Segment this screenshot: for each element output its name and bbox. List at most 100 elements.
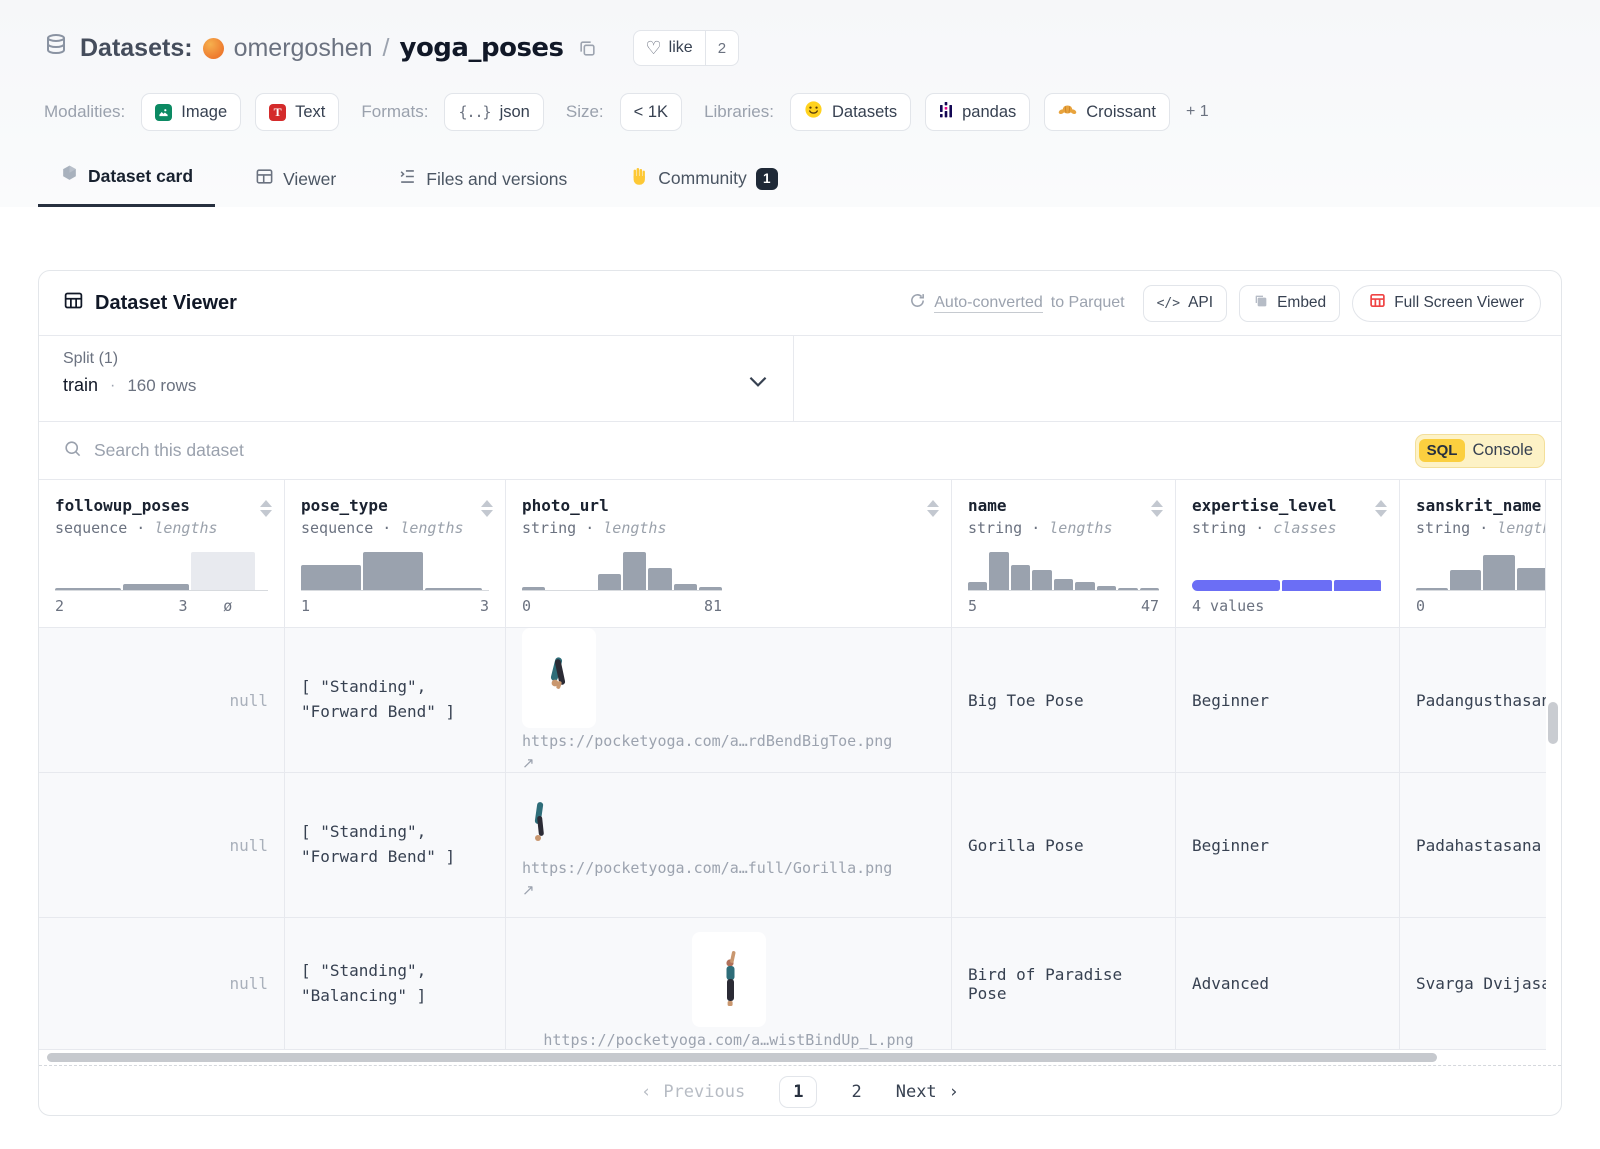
library-pandas-tag[interactable]: pandas xyxy=(925,93,1031,131)
refresh-icon xyxy=(909,292,926,314)
cell-expertise[interactable]: Advanced xyxy=(1176,918,1400,1050)
pose-thumbnail[interactable] xyxy=(522,791,558,855)
like-label: like xyxy=(668,39,693,56)
horizontal-scrollbar-thumb[interactable] xyxy=(47,1053,1437,1062)
cell-photo[interactable]: https://pocketyoga.com/a…full/Gorilla.pn… xyxy=(506,773,952,918)
sort-icon[interactable] xyxy=(481,500,493,517)
cell-followup[interactable]: null xyxy=(39,773,285,918)
api-button[interactable]: </> API xyxy=(1142,284,1228,322)
modality-text-tag[interactable]: T Text xyxy=(255,93,340,131)
cell-expertise[interactable]: Beginner xyxy=(1176,628,1400,773)
sort-icon[interactable] xyxy=(1375,500,1387,517)
table-icon xyxy=(63,290,84,317)
viewer-actions: Auto-converted to Parquet </> API Embed … xyxy=(909,284,1541,322)
like-count[interactable]: 2 xyxy=(704,31,738,65)
tab-viewer-label: Viewer xyxy=(283,168,337,189)
api-button-label: API xyxy=(1188,294,1214,311)
tab-community-label: Community xyxy=(658,168,747,188)
embed-button[interactable]: Embed xyxy=(1239,284,1341,322)
fullscreen-viewer-button[interactable]: Full Screen Viewer xyxy=(1352,284,1541,322)
library-croissant-tag[interactable]: Croissant xyxy=(1044,93,1170,131)
sort-icon[interactable] xyxy=(260,500,272,517)
text-icon: T xyxy=(269,103,287,121)
pose-thumbnail[interactable] xyxy=(691,932,766,1027)
next-label: Next xyxy=(895,1081,937,1102)
page-2-button[interactable]: 2 xyxy=(851,1081,862,1102)
embed-button-label: Embed xyxy=(1277,294,1327,311)
breadcrumb-label: Datasets: xyxy=(80,33,193,62)
modality-image-tag[interactable]: Image xyxy=(141,93,242,131)
database-icon xyxy=(44,33,68,64)
column-header-sanskrit-name[interactable]: sanskrit_name string · lengths 0 xyxy=(1400,480,1546,628)
photo-url-link[interactable]: https://pocketyoga.com/a…rdBendBigToe.pn… xyxy=(522,732,893,750)
chevron-left-icon: ‹ xyxy=(641,1081,652,1102)
horizontal-scrollbar-track[interactable] xyxy=(39,1050,1561,1066)
dataset-name[interactable]: yoga_poses xyxy=(399,33,565,63)
community-count-badge: 1 xyxy=(755,167,778,190)
next-page-button[interactable]: Next › xyxy=(896,1082,959,1102)
format-json-tag[interactable]: {..} json xyxy=(444,93,544,131)
fullscreen-table-icon xyxy=(1369,292,1386,314)
column-name: name xyxy=(968,496,1007,515)
datasets-breadcrumb[interactable]: Datasets: xyxy=(44,33,193,64)
histogram-pose-type xyxy=(301,551,489,591)
external-link-icon[interactable]: ↗ xyxy=(522,754,535,772)
json-icon: {..} xyxy=(458,103,491,121)
split-selector[interactable]: Split (1) train · 160 rows xyxy=(39,336,794,421)
cell-name[interactable]: Bird of Paradise Pose xyxy=(952,918,1176,1050)
size-label: Size: xyxy=(565,102,604,121)
cell-followup[interactable]: null xyxy=(39,918,285,1050)
dataset-viewer-panel: Dataset Viewer Auto-converted to Parquet… xyxy=(38,270,1562,1116)
console-label: Console xyxy=(1472,441,1533,459)
modality-text-label: Text xyxy=(295,102,326,121)
cell-pose-type[interactable]: [ "Standing", "Forward Bend" ] xyxy=(285,628,506,773)
cell-name[interactable]: Big Toe Pose xyxy=(952,628,1176,773)
photo-url-link[interactable]: https://pocketyoga.com/a…wistBindUp_L.pn… xyxy=(543,1031,914,1049)
cell-expertise[interactable]: Beginner xyxy=(1176,773,1400,918)
tab-dataset-card[interactable]: Dataset card xyxy=(38,164,216,207)
column-name: pose_type xyxy=(301,496,388,515)
cell-sanskrit[interactable]: Svarga Dvijasana xyxy=(1400,918,1546,1050)
more-libraries[interactable]: + 1 xyxy=(1185,103,1209,120)
cell-sanskrit[interactable]: Padangusthasana xyxy=(1400,628,1546,773)
libraries-label: Libraries: xyxy=(704,102,774,121)
owner-link[interactable]: omergoshen xyxy=(233,33,373,62)
cell-pose-type[interactable]: [ "Standing", "Balancing" ] xyxy=(285,918,506,1050)
external-link-icon[interactable]: ↗ xyxy=(522,881,535,899)
page-1-button[interactable]: 1 xyxy=(779,1075,818,1108)
cell-name[interactable]: Gorilla Pose xyxy=(952,773,1176,918)
cell-followup[interactable]: null xyxy=(39,628,285,773)
column-header-expertise-level[interactable]: expertise_level string · classes 4 value… xyxy=(1176,480,1400,628)
owner-avatar[interactable] xyxy=(202,37,224,59)
tab-viewer[interactable]: Viewer xyxy=(233,167,358,207)
cell-photo[interactable]: https://pocketyoga.com/a…rdBendBigToe.pn… xyxy=(506,628,952,773)
library-datasets-tag[interactable]: Datasets xyxy=(789,93,912,131)
column-name: expertise_level xyxy=(1192,496,1337,515)
sql-console-button[interactable]: SQL Console xyxy=(1414,433,1545,468)
cell-pose-type[interactable]: [ "Standing", "Forward Bend" ] xyxy=(285,773,506,918)
copy-name-icon[interactable] xyxy=(578,39,597,58)
auto-converted-link[interactable]: Auto-converted to Parquet xyxy=(909,292,1125,314)
chevron-down-icon xyxy=(745,368,771,399)
tab-files[interactable]: Files and versions xyxy=(376,167,589,207)
like-button[interactable]: ♡ like xyxy=(634,31,705,65)
cell-sanskrit[interactable]: Padahastasana xyxy=(1400,773,1546,918)
photo-url-link[interactable]: https://pocketyoga.com/a…full/Gorilla.pn… xyxy=(522,859,893,877)
previous-page-button[interactable]: ‹ Previous xyxy=(641,1082,745,1102)
sort-icon[interactable] xyxy=(927,500,939,517)
column-header-photo-url[interactable]: photo_url string · lengths 0 81 xyxy=(506,480,952,628)
sql-chip: SQL xyxy=(1418,439,1466,462)
sort-icon[interactable] xyxy=(1151,500,1163,517)
cell-photo[interactable]: https://pocketyoga.com/a…wistBindUp_L.pn… xyxy=(506,918,952,1050)
column-header-name[interactable]: name string · lengths 5 47 xyxy=(952,480,1176,628)
tab-community[interactable]: Community 1 xyxy=(607,166,800,207)
pose-thumbnail[interactable] xyxy=(522,628,596,728)
dataset-card-icon xyxy=(60,164,79,188)
vertical-scrollbar[interactable] xyxy=(1548,702,1558,744)
size-tag[interactable]: < 1K xyxy=(619,93,683,131)
search-input[interactable] xyxy=(94,440,1403,461)
croissant-icon xyxy=(1058,100,1077,124)
